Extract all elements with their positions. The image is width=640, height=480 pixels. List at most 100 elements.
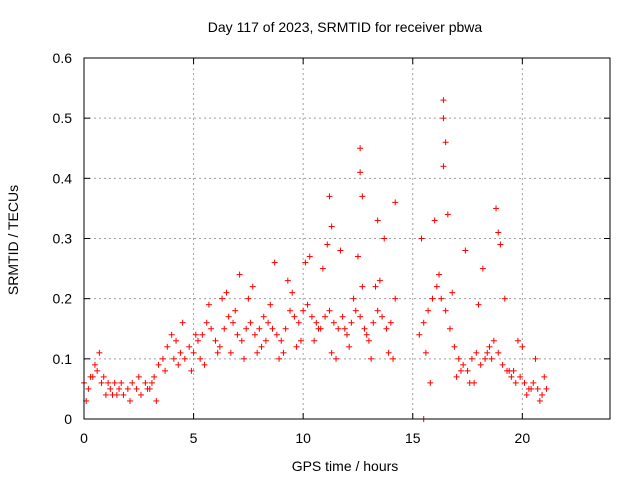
data-point — [302, 259, 309, 266]
data-point — [464, 367, 471, 374]
data-point — [512, 379, 519, 386]
data-point — [100, 373, 107, 380]
data-point — [460, 361, 467, 368]
data-point — [105, 379, 112, 386]
data-point — [361, 325, 368, 332]
data-point — [536, 397, 543, 404]
data-point — [372, 283, 379, 290]
data-point — [341, 325, 348, 332]
data-point — [254, 349, 261, 356]
data-point — [308, 313, 315, 320]
data-point — [247, 319, 254, 326]
data-point — [368, 355, 375, 362]
data-point — [328, 223, 335, 230]
x-tick-label: 10 — [295, 430, 311, 446]
data-point — [462, 247, 469, 254]
data-point — [306, 253, 313, 260]
y-tick-label: 0.4 — [53, 170, 73, 186]
data-point — [420, 319, 427, 326]
data-point — [227, 349, 234, 356]
data-point — [330, 319, 337, 326]
data-point — [194, 337, 201, 344]
data-point — [392, 199, 399, 206]
data-point — [374, 307, 381, 314]
data-point — [416, 331, 423, 338]
data-point — [495, 349, 502, 356]
data-point — [260, 313, 267, 320]
y-tick-label: 0 — [64, 411, 72, 427]
data-point — [328, 349, 335, 356]
data-point — [258, 343, 265, 350]
y-tick-label: 0.1 — [53, 351, 73, 367]
data-point — [225, 313, 232, 320]
data-point — [333, 355, 340, 362]
data-point — [510, 367, 517, 374]
data-point — [120, 391, 127, 398]
data-point — [297, 337, 304, 344]
data-point — [473, 349, 480, 356]
data-point — [488, 355, 495, 362]
data-point — [418, 235, 425, 242]
data-point — [422, 349, 429, 356]
data-point — [344, 331, 350, 338]
data-point — [387, 319, 394, 326]
data-point — [127, 397, 134, 404]
data-point — [291, 313, 298, 320]
data-point — [208, 325, 215, 332]
data-point — [335, 325, 342, 332]
x-tick-label: 15 — [405, 430, 421, 446]
data-point — [243, 325, 250, 332]
data-point — [319, 265, 326, 272]
data-point — [262, 337, 269, 344]
grid-lines — [84, 58, 610, 419]
data-point — [269, 325, 276, 332]
data-point — [216, 343, 223, 350]
data-point — [376, 277, 383, 284]
data-point — [530, 379, 537, 386]
data-point — [137, 391, 144, 398]
data-point — [517, 373, 524, 380]
x-tick-label: 20 — [515, 430, 531, 446]
data-point — [457, 367, 464, 374]
data-point — [164, 343, 171, 350]
data-point — [232, 307, 239, 314]
data-point — [223, 289, 230, 296]
y-axis-label: SRMTID / TECUs — [5, 185, 21, 295]
data-point — [96, 349, 103, 356]
data-point — [499, 361, 506, 368]
chart-title: Day 117 of 2023, SRMTID for receiver pbw… — [208, 19, 483, 35]
data-point — [490, 337, 497, 344]
data-point — [219, 295, 226, 302]
data-point — [273, 331, 280, 338]
y-tick-label: 0.5 — [53, 110, 73, 126]
data-point — [440, 163, 447, 170]
data-point — [350, 295, 357, 302]
data-point — [541, 373, 548, 380]
data-point — [466, 379, 473, 386]
data-point — [444, 211, 451, 218]
data-point — [85, 385, 92, 392]
data-point — [179, 319, 186, 326]
data-point — [427, 379, 434, 386]
data-point — [322, 313, 329, 320]
data-point — [440, 97, 447, 104]
data-point — [313, 319, 320, 326]
data-point — [357, 145, 364, 152]
data-point — [284, 277, 291, 284]
data-point — [514, 337, 521, 344]
data-point — [479, 265, 486, 272]
data-point — [267, 301, 274, 308]
data-point — [337, 247, 344, 254]
x-axis-label: GPS time / hours — [292, 458, 399, 474]
data-point — [230, 319, 237, 326]
data-point — [501, 295, 508, 302]
data-point — [186, 343, 193, 350]
data-point — [188, 367, 195, 374]
data-point — [482, 355, 489, 362]
y-tick-label: 0.3 — [53, 231, 73, 247]
data-point — [236, 271, 243, 278]
data-point — [212, 337, 219, 344]
data-point — [251, 331, 258, 338]
